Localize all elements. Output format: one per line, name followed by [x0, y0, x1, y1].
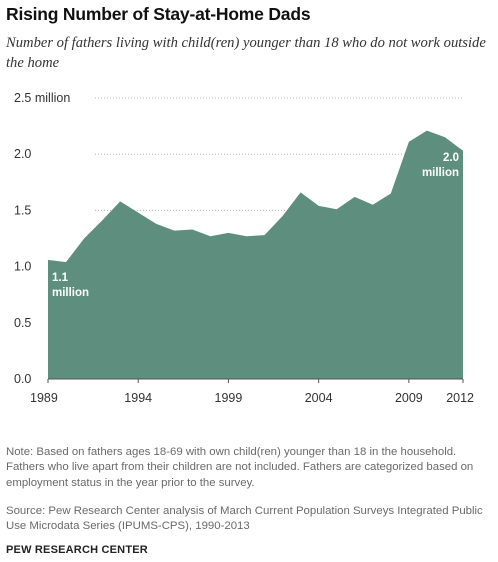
- x-tick-label: 2009: [395, 391, 423, 405]
- area-series: [48, 130, 463, 379]
- chart-note: Note: Based on fathers ages 18-69 with o…: [6, 446, 474, 489]
- y-tick-label: 2.0: [14, 147, 31, 161]
- x-tick-label: 2004: [305, 391, 333, 405]
- chart-subtitle: Number of fathers living with child(ren)…: [6, 35, 486, 71]
- x-tick-label: 1999: [215, 391, 243, 405]
- y-tick-label: 1.0: [14, 260, 31, 274]
- chart-title: Rising Number of Stay-at-Home Dads: [6, 4, 311, 24]
- chart-source: Source: Pew Research Center analysis of …: [6, 505, 483, 533]
- y-tick-label: 1.5: [14, 203, 31, 217]
- x-tick-label: 1994: [124, 391, 152, 405]
- area-chart: 0.0 0.5 1.0 1.5 2.0 2.5 million 1989 1994 1999 20…: [14, 91, 474, 405]
- y-tick-label: 0.0: [14, 372, 31, 386]
- data-label-2012: 2.0: [443, 152, 459, 164]
- x-tick-label: 1989: [30, 391, 58, 405]
- data-label-2012-unit: million: [422, 167, 459, 179]
- x-tick-label: 2012: [446, 391, 474, 405]
- y-tick-label: 0.5: [14, 316, 31, 330]
- data-label-1989: 1.1: [52, 272, 69, 284]
- data-label-1989-unit: million: [52, 287, 89, 299]
- pew-research-center-logo: PEW RESEARCH CENTER: [6, 544, 148, 556]
- y-tick-label: 2.5 million: [14, 91, 70, 105]
